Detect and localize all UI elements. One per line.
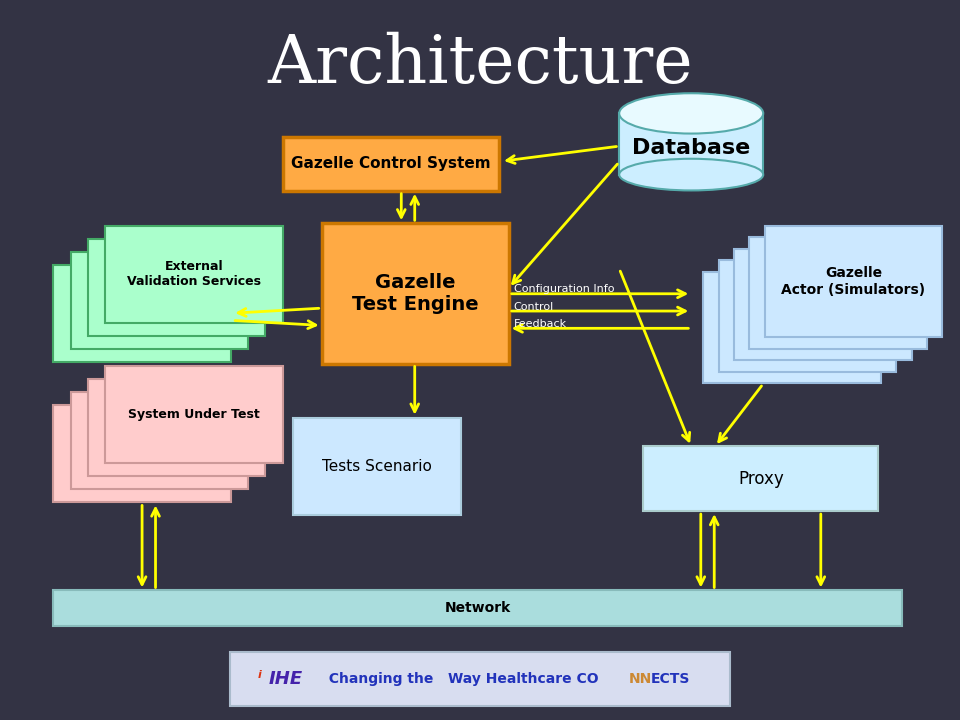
Text: External
Validation Services: External Validation Services [127, 261, 261, 288]
Text: Gazelle
Actor (Simulators): Gazelle Actor (Simulators) [781, 266, 925, 297]
Bar [619, 113, 763, 174]
Text: Tests Scenario: Tests Scenario [322, 459, 432, 474]
FancyBboxPatch shape [88, 239, 265, 336]
FancyBboxPatch shape [53, 590, 902, 626]
Text: i: i [257, 670, 261, 680]
FancyBboxPatch shape [53, 405, 230, 503]
Text: Changing the   Way Healthcare CO: Changing the Way Healthcare CO [319, 672, 598, 685]
FancyBboxPatch shape [643, 446, 878, 511]
FancyBboxPatch shape [71, 252, 248, 349]
FancyBboxPatch shape [764, 225, 943, 337]
FancyBboxPatch shape [703, 271, 881, 383]
FancyBboxPatch shape [105, 366, 282, 464]
Text: System Under Test: System Under Test [128, 408, 260, 421]
Text: Network: Network [444, 601, 511, 616]
Text: Control: Control [514, 302, 554, 312]
Text: Feedback: Feedback [514, 319, 566, 329]
Text: ECTS: ECTS [651, 672, 690, 685]
FancyBboxPatch shape [293, 418, 461, 515]
Text: Configuration Info: Configuration Info [514, 284, 614, 294]
FancyBboxPatch shape [105, 226, 282, 323]
Ellipse shape [619, 93, 763, 133]
Text: Database: Database [632, 138, 751, 158]
FancyBboxPatch shape [71, 392, 248, 490]
Text: Proxy: Proxy [738, 470, 783, 488]
Text: Gazelle Control System: Gazelle Control System [292, 156, 491, 171]
FancyBboxPatch shape [88, 379, 265, 477]
Ellipse shape [619, 158, 763, 190]
FancyBboxPatch shape [749, 237, 927, 348]
Text: Architecture: Architecture [267, 32, 693, 97]
Text: IHE: IHE [269, 670, 303, 688]
Text: NN: NN [629, 672, 652, 685]
FancyBboxPatch shape [283, 137, 499, 191]
FancyBboxPatch shape [718, 260, 897, 372]
FancyBboxPatch shape [230, 652, 730, 706]
FancyBboxPatch shape [733, 248, 912, 360]
FancyBboxPatch shape [322, 223, 509, 364]
Text: Gazelle
Test Engine: Gazelle Test Engine [352, 273, 478, 314]
FancyBboxPatch shape [53, 265, 230, 362]
